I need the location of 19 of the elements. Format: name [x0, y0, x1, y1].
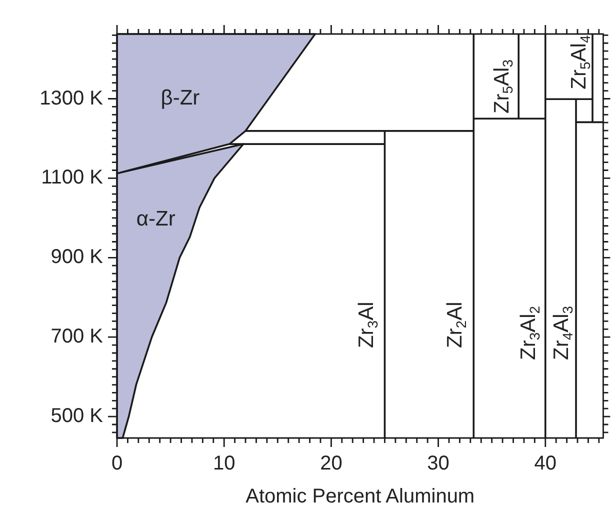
- annotation: Zr2Al: [444, 302, 470, 348]
- annotation: Zr4Al3: [550, 306, 576, 360]
- y-tick-label: 500 K: [50, 405, 104, 428]
- annotation: Zr3Al2: [517, 306, 542, 360]
- x-tick-label: 0: [111, 452, 123, 475]
- x-tick-label: 40: [534, 452, 557, 475]
- x-tick-label: 10: [212, 452, 236, 475]
- y-tick-label: 900 K: [50, 246, 104, 268]
- y-tick-label: 1300 K: [40, 87, 104, 110]
- x-tick-label: 30: [427, 452, 450, 475]
- y-tick-label: 700 K: [50, 326, 104, 348]
- x-axis-title: Atomic Percent Aluminum: [246, 486, 475, 508]
- y-tick-label: 1100 K: [41, 166, 104, 189]
- annotation: Zr3Al: [355, 302, 381, 348]
- annotation: β-Zr: [160, 86, 200, 110]
- annotation: Zr5Al3: [490, 59, 516, 114]
- annotation: Zr5Al4: [568, 35, 594, 90]
- annotation: α-Zr: [136, 208, 176, 231]
- x-tick-label: 20: [320, 452, 342, 475]
